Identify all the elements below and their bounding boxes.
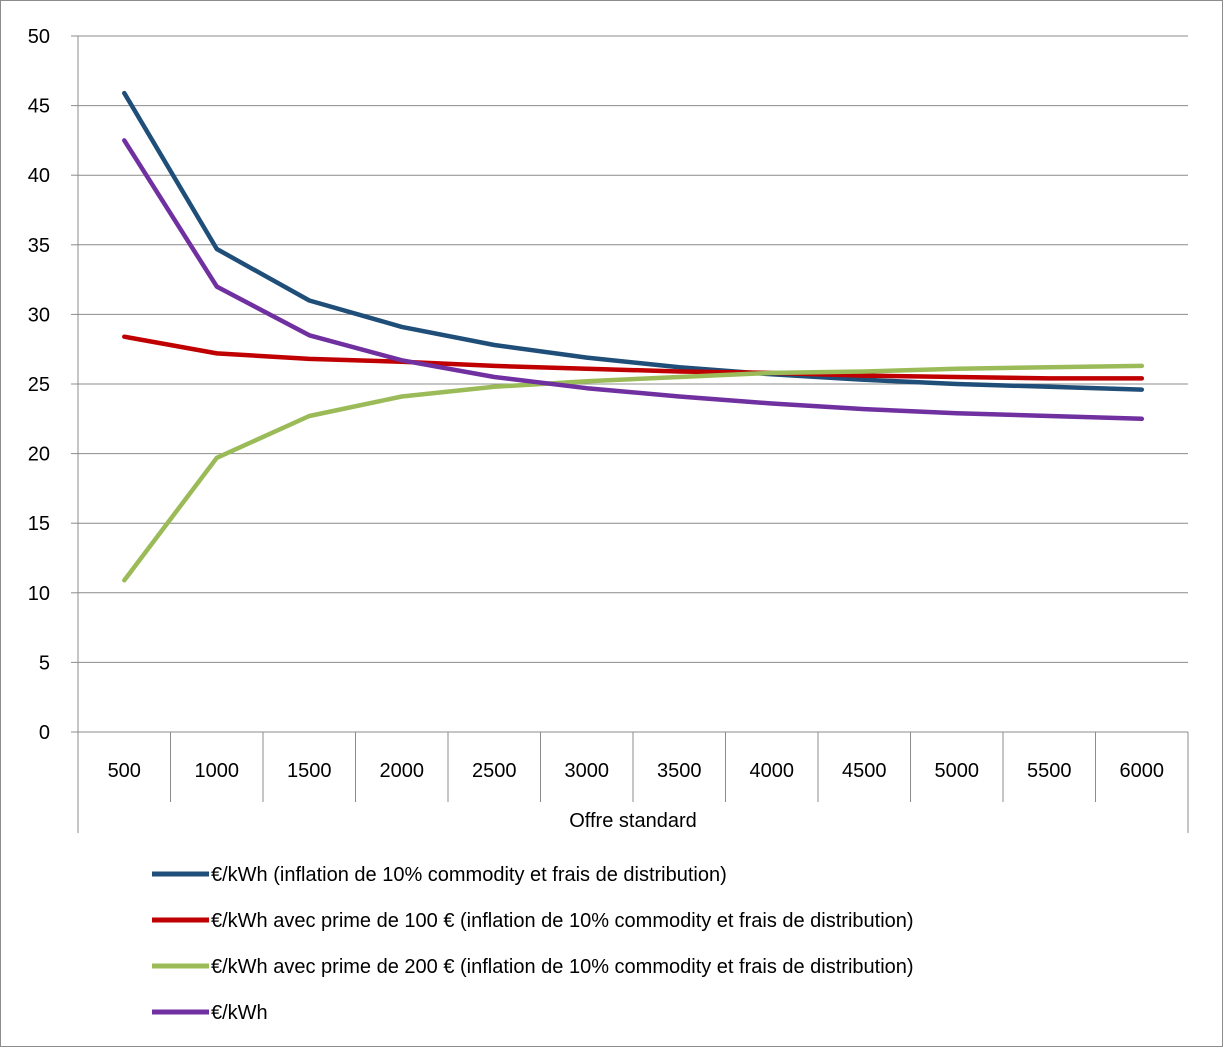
x-tick-label: 3000 [565, 760, 610, 782]
x-group-label: Offre standard [569, 810, 696, 832]
legend-label-2: €/kWh avec prime de 100 € (inflation de … [211, 910, 914, 932]
series-lines [122, 90, 1145, 583]
y-tick-label: 15 [28, 513, 50, 535]
y-tick-label: 50 [28, 26, 50, 48]
y-tick-label: 25 [28, 374, 50, 396]
x-tick-label: 500 [108, 760, 141, 782]
y-tick-label: 10 [28, 583, 50, 605]
x-tick-label: 1000 [195, 760, 240, 782]
y-tick-label: 5 [39, 652, 50, 674]
y-tick-label: 35 [28, 235, 50, 257]
y-tick-label: 45 [28, 96, 50, 118]
gridlines [78, 35, 1188, 733]
legend-label-3: €/kWh avec prime de 200 € (inflation de … [211, 956, 914, 978]
series-line-4 [122, 138, 1145, 422]
series-line-2 [122, 334, 1145, 381]
y-tick-label: 30 [28, 304, 50, 326]
y-tick-label: 0 [39, 722, 50, 744]
y-tick-label: 20 [28, 444, 50, 466]
series-line-1 [122, 90, 1145, 392]
y-axis-ticks: 0 5 10 15 20 25 30 35 40 45 50 [28, 26, 79, 744]
y-tick-label: 40 [28, 165, 50, 187]
legend: €/kWh (inflation de 10% commodity et fra… [152, 864, 914, 1024]
legend-label-1: €/kWh (inflation de 10% commodity et fra… [211, 864, 727, 886]
x-tick-label: 4500 [842, 760, 887, 782]
x-tick-label: 1500 [287, 760, 332, 782]
x-tick-label: 4000 [750, 760, 795, 782]
x-tick-label: 2000 [380, 760, 425, 782]
series-line-3 [122, 363, 1145, 583]
x-tick-label: 2500 [472, 760, 517, 782]
x-axis: 500 1000 1500 2000 2500 3000 3500 4000 4500 5000 5… [77, 732, 1189, 833]
x-tick-label: 6000 [1120, 760, 1165, 782]
x-tick-label: 5500 [1027, 760, 1072, 782]
legend-label-4: €/kWh [211, 1002, 268, 1024]
x-tick-label: 3500 [657, 760, 702, 782]
x-tick-label: 5000 [935, 760, 980, 782]
